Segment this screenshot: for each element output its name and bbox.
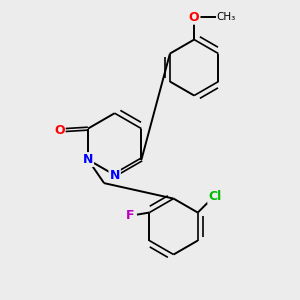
Text: Cl: Cl (208, 190, 221, 203)
Text: CH₃: CH₃ (217, 12, 236, 22)
Text: N: N (110, 169, 120, 182)
Text: F: F (126, 209, 134, 222)
Text: O: O (189, 11, 200, 24)
Text: O: O (54, 124, 64, 136)
Text: N: N (83, 153, 93, 166)
